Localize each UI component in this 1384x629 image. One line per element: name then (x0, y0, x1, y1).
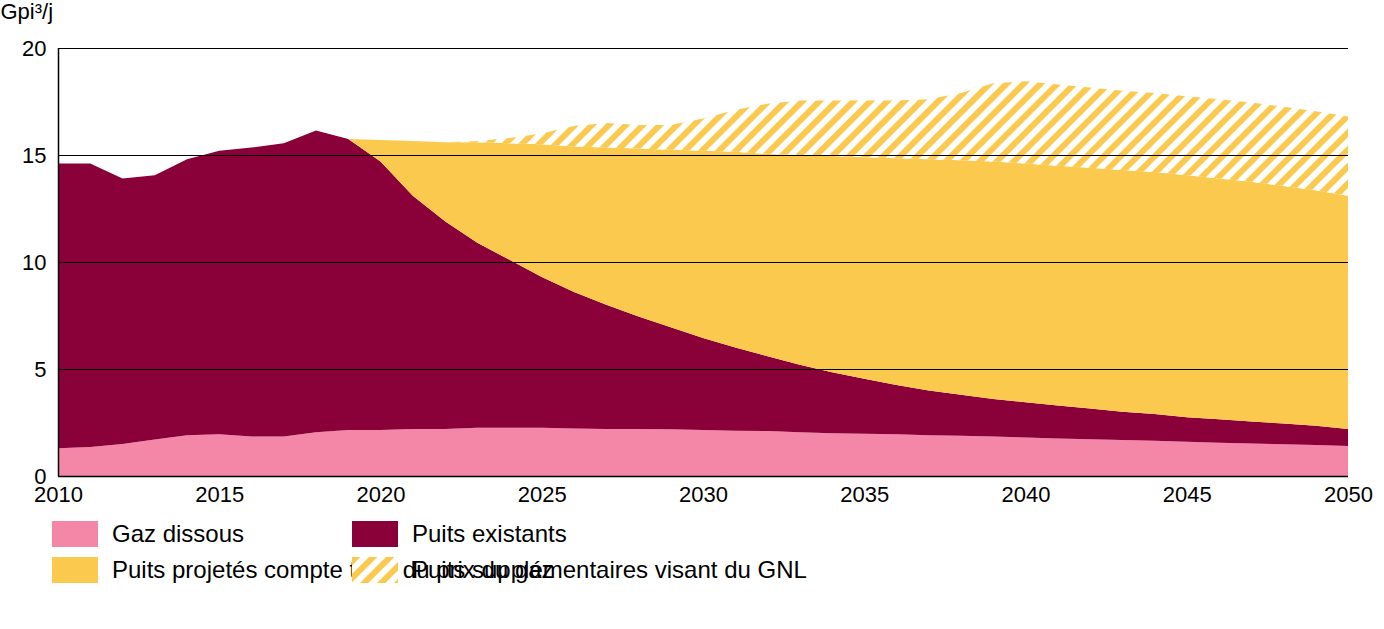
html-text:Gaz dissous: Gaz dissous (112, 520, 245, 547)
svg-text:20: 20 (22, 36, 46, 61)
svg-text:2050: 2050 (1324, 482, 1373, 507)
svg-text:0: 0 (34, 463, 47, 489)
svg-text:2040: 2040 (1002, 482, 1051, 507)
svg-text:2010: 2010 (34, 482, 83, 507)
svg-text:2020: 2020 (357, 482, 406, 507)
html-text:Puits supplémentaires visant d: Puits supplémentaires visant du GNL (412, 556, 807, 583)
svg-text:10: 10 (22, 250, 46, 275)
svg-text:2035: 2035 (840, 482, 889, 507)
svg-text:5: 5 (34, 357, 46, 382)
svg-text:2025: 2025 (518, 482, 567, 507)
html-text:Puits projetés compte tenu du: Puits projetés compte tenu du prix du ga… (112, 556, 554, 583)
svg-text:15: 15 (22, 143, 46, 168)
svg-text:2015: 2015 (195, 482, 244, 507)
svg-text:Gpi³/j: Gpi³/j (1, 0, 54, 24)
svg-text:2030: 2030 (679, 482, 728, 507)
svg-text:2045: 2045 (1163, 482, 1212, 507)
html-text:Puits existants: Puits existants (412, 520, 567, 547)
